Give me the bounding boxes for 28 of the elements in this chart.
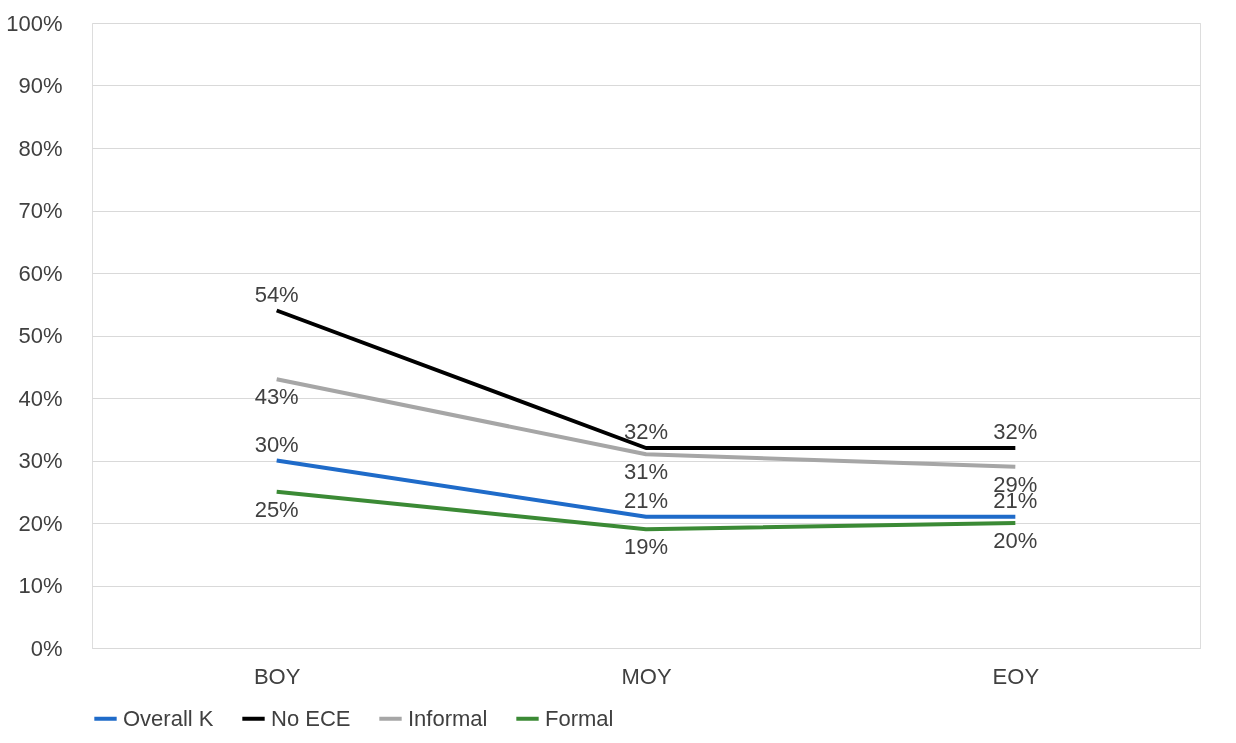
data-label: 30% bbox=[254, 431, 299, 457]
data-label: 32% bbox=[623, 419, 669, 444]
legend-label: Formal bbox=[545, 705, 614, 731]
data-label: 31% bbox=[623, 459, 669, 485]
y-tick-label: 100% bbox=[6, 10, 63, 36]
y-tick-label: 10% bbox=[18, 573, 63, 598]
legend-label: Overall K bbox=[123, 705, 214, 731]
y-tick-label: 70% bbox=[18, 198, 63, 223]
y-tick-label: 50% bbox=[18, 323, 63, 348]
y-tick-label: 40% bbox=[18, 385, 63, 411]
y-tick-label: 90% bbox=[18, 73, 63, 98]
data-label: 19% bbox=[623, 534, 669, 560]
data-label: 43% bbox=[254, 384, 299, 410]
y-tick-label: 0% bbox=[30, 635, 63, 661]
x-tick-label: EOY bbox=[992, 663, 1040, 689]
data-label: 25% bbox=[254, 496, 299, 522]
x-tick-label: BOY bbox=[253, 663, 301, 689]
data-label: 20% bbox=[993, 528, 1038, 553]
legend-label: No ECE bbox=[271, 705, 351, 731]
y-tick-label: 20% bbox=[18, 510, 63, 536]
x-tick-label: MOY bbox=[621, 663, 672, 689]
y-tick-label: 30% bbox=[18, 448, 63, 473]
data-label: 32% bbox=[993, 419, 1038, 444]
y-tick-label: 80% bbox=[18, 135, 63, 161]
data-label: 54% bbox=[254, 281, 299, 307]
legend-label: Informal bbox=[408, 705, 488, 731]
y-tick-label: 60% bbox=[18, 260, 63, 286]
data-label: 21% bbox=[623, 487, 669, 513]
